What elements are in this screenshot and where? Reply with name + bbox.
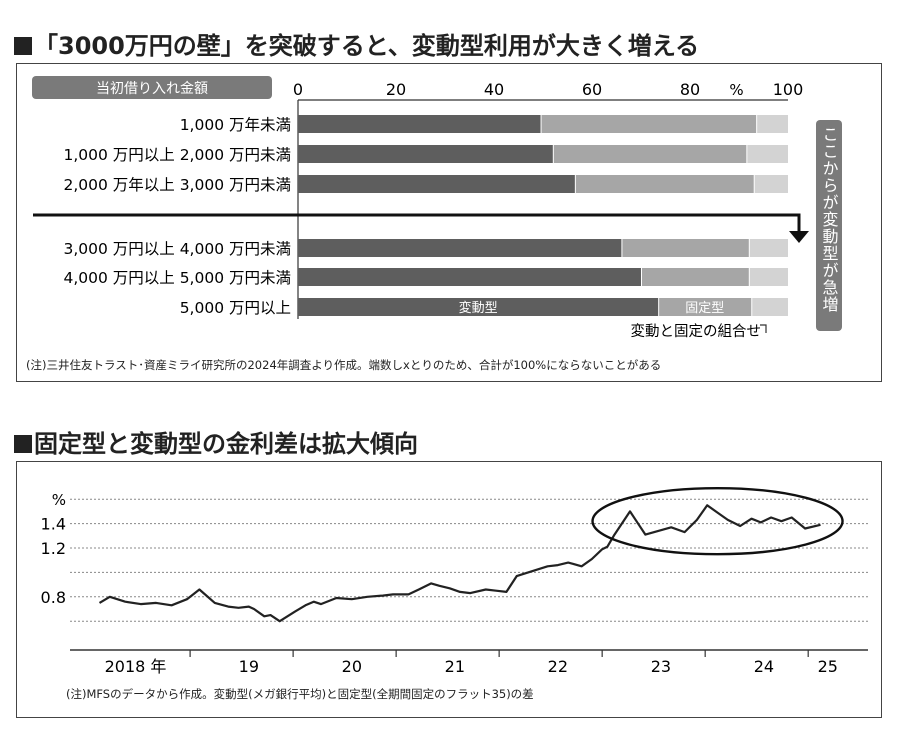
fixed-bar (622, 239, 749, 257)
variable-bar (298, 145, 553, 163)
category-label: 1,000 万年未満 (180, 116, 291, 134)
variable-bar (298, 239, 622, 257)
square-bullet-icon (14, 37, 32, 55)
x-tick-label: 100 (773, 80, 804, 99)
rate-gap-line (98, 504, 821, 623)
chart1-note: (注)三井住友トラスト･資産ミライ研究所の2024年調査より作成。端数しxとりの… (26, 358, 662, 372)
variable-bar (298, 115, 541, 133)
fixed-bar (642, 268, 749, 286)
variable-bar (298, 298, 659, 316)
x-tick-label: 60 (582, 80, 602, 99)
series-label-combo: 変動と固定の組合せ (631, 323, 762, 340)
fixed-bar (659, 298, 752, 316)
chart2-note: (注)MFSのデータから作成。変動型(メガ銀行平均)と固定型(全期間固定のフラッ… (66, 687, 534, 701)
combo-bar (754, 175, 788, 193)
combo-bar (747, 145, 788, 163)
x-tick-label: 22 (548, 657, 568, 676)
x-tick-label: 40 (484, 80, 504, 99)
category-label: 4,000 万円以上 5,000 万円未満 (63, 269, 291, 287)
category-header-label: 当初借り入れ金額 (96, 80, 208, 97)
fixed-bar (575, 175, 754, 193)
x-tick-label: 0 (293, 80, 303, 99)
x-tick-label: 24 (754, 657, 774, 676)
x-tick-label: 21 (445, 657, 465, 676)
annotation-text: ここからが変動型が急増 (820, 126, 839, 313)
annotation-badge (816, 120, 842, 331)
chart1-title: 「3000万円の壁」を突破すると、変動型利用が大きく増える (14, 26, 699, 61)
y-tick-label: 1.4 (41, 515, 66, 534)
x-unit-label: % (729, 81, 743, 99)
y-unit-label: % (52, 491, 66, 509)
x-tick-label: 2018 年 (105, 657, 167, 676)
fixed-bar (553, 145, 747, 163)
category-label: 2,000 万年以上 3,000 万円未満 (63, 176, 291, 194)
combo-bar (757, 115, 788, 133)
highlight-ellipse (591, 486, 844, 556)
variable-bar (298, 268, 641, 286)
category-label: 1,000 万円以上 2,000 万円未満 (63, 146, 291, 164)
fixed-bar (541, 115, 757, 133)
x-tick-label: 80 (680, 80, 700, 99)
x-tick-label: 23 (651, 657, 671, 676)
series-label-variable: 変動型 (459, 300, 498, 316)
separator-arrow-line (33, 213, 801, 233)
stacked-bar-chart: 当初借り入れ金額 0 20 40 60 80 100% 1,000 万年未満 1,000 万円以… (32, 76, 842, 340)
arrow-down-icon (789, 231, 809, 243)
category-header-badge (32, 76, 272, 99)
category-label: 3,000 万円以上 4,000 万円未満 (63, 240, 291, 258)
y-tick-label: 0.8 (41, 588, 66, 607)
combo-bar (752, 298, 788, 316)
x-tick-label: 19 (239, 657, 259, 676)
chart1-frame (16, 63, 882, 382)
square-bullet-icon (14, 435, 32, 453)
combo-bracket (760, 324, 767, 333)
line-chart: 0.8 1.2 1.4% 2018 年 19 20 21 22 23 24 25 (41, 486, 868, 676)
x-tick-label: 25 (818, 657, 838, 676)
combo-bar (749, 268, 788, 286)
category-label: 5,000 万円以上 (180, 299, 291, 317)
variable-bar (298, 175, 575, 193)
chart2-title: 固定型と変動型の金利差は拡大傾向 (14, 424, 418, 459)
series-label-fixed: 固定型 (685, 301, 724, 316)
x-tick-label: 20 (386, 80, 406, 99)
chart2-frame (16, 461, 882, 718)
x-tick-label: 20 (342, 657, 362, 676)
y-tick-label: 1.2 (41, 539, 66, 558)
combo-bar (749, 239, 788, 257)
